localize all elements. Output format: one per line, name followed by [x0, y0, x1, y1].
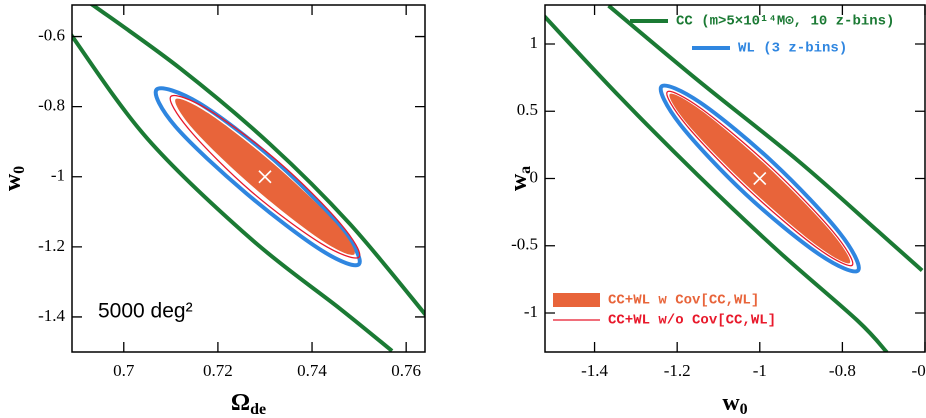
x-tick-label: 0.7	[113, 361, 135, 380]
x-tick-label: -0.8	[829, 361, 856, 380]
x-tick-label: 0.72	[203, 361, 233, 380]
y-tick-label: -1.2	[38, 236, 65, 255]
legend-label: CC+WL w Cov[CC,WL]	[608, 293, 759, 309]
fiducial-marker	[753, 171, 767, 186]
x-tick-label: -1	[753, 361, 767, 380]
y-axis-label: w0	[0, 166, 28, 191]
contour	[666, 90, 854, 267]
x-axis-label: Ωde	[231, 390, 266, 418]
x-axis-label: w0	[722, 390, 747, 418]
label-sub: 0	[11, 166, 28, 174]
contour	[153, 86, 362, 268]
label-sub: 0	[740, 401, 748, 418]
y-tick-label: 1	[530, 33, 539, 52]
x-tick-label: 0.74	[297, 361, 327, 380]
legend-label: CC (m>5×10¹⁴M⊙, 10 z-bins)	[676, 14, 894, 30]
plot-area	[72, 5, 425, 352]
y-tick-label: -1	[524, 302, 538, 321]
label-main: w	[722, 390, 740, 416]
y-axis-label: wa	[506, 166, 534, 191]
y-tick-label: 0	[530, 167, 539, 186]
plot-area	[545, 5, 924, 352]
legend-label: CC+WL w/o Cov[CC,WL]	[608, 313, 776, 329]
legend-swatch	[553, 293, 600, 307]
y-tick-label: -0.8	[38, 96, 65, 115]
legend-label: WL (3 z-bins)	[738, 41, 847, 57]
label-main: Ω	[231, 390, 250, 416]
x-tick-label: -1.4	[581, 361, 608, 380]
label-sub: a	[517, 166, 534, 174]
y-tick-label: -0.5	[511, 235, 538, 254]
label-sub: de	[250, 401, 266, 418]
label-main: w	[506, 173, 532, 191]
annotation: 5000 deg²	[98, 300, 193, 323]
frame	[71, 4, 426, 353]
fiducial-marker	[258, 170, 272, 184]
contour	[658, 83, 861, 274]
contour	[72, 5, 425, 352]
label-main: w	[0, 173, 26, 191]
contour	[545, 5, 924, 352]
y-tick-label: 0.5	[517, 100, 538, 119]
x-tick-label: -1.2	[664, 361, 691, 380]
y-tick-label: -0.6	[38, 25, 65, 44]
y-tick-label: -1	[51, 166, 65, 185]
contour	[169, 94, 361, 259]
y-tick-label: -1.4	[38, 306, 65, 325]
x-tick-label: -0.6	[912, 361, 926, 380]
x-tick-label: 0.76	[391, 361, 421, 380]
